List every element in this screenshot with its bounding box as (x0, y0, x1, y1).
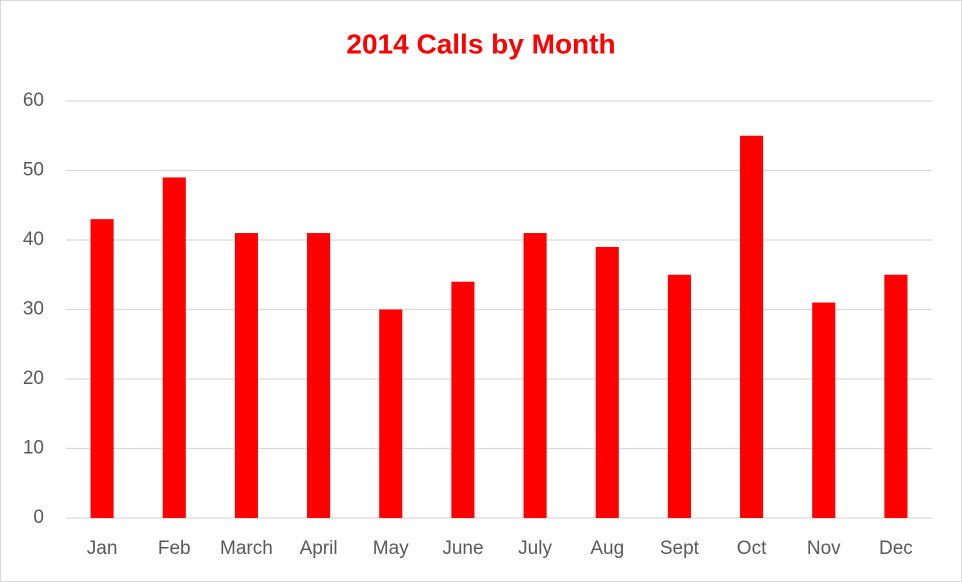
bar (451, 281, 475, 518)
x-tick-label: July (518, 538, 552, 559)
bar (234, 233, 258, 519)
x-tick-label: April (300, 538, 338, 559)
x-tick-label: Feb (158, 538, 191, 559)
x-tick-label: March (220, 538, 273, 559)
bar (812, 302, 836, 518)
x-tick-label: Dec (879, 538, 913, 559)
bar (162, 177, 186, 518)
x-tick-label: Nov (807, 538, 841, 559)
bar (667, 274, 691, 518)
bar (740, 135, 764, 518)
x-tick-label: Aug (590, 538, 624, 559)
y-tick-label: 0 (33, 507, 44, 528)
y-tick-label: 30 (23, 299, 44, 320)
x-tick-label: Oct (737, 538, 767, 559)
chart-title: 2014 Calls by Month (346, 28, 615, 59)
bar (523, 233, 547, 519)
bar (595, 246, 619, 518)
y-tick-label: 10 (23, 438, 44, 459)
x-tick-label: Sept (660, 538, 700, 559)
y-tick-label: 20 (23, 368, 44, 389)
y-tick-label: 60 (23, 90, 44, 111)
bar (307, 233, 331, 519)
y-tick-label: 40 (23, 229, 44, 250)
x-tick-label: June (442, 538, 483, 559)
bar (90, 219, 114, 518)
bar (379, 309, 403, 518)
bar (884, 274, 908, 518)
x-tick-label: May (373, 538, 409, 559)
x-tick-label: Jan (87, 538, 118, 559)
y-tick-label: 50 (23, 160, 44, 181)
